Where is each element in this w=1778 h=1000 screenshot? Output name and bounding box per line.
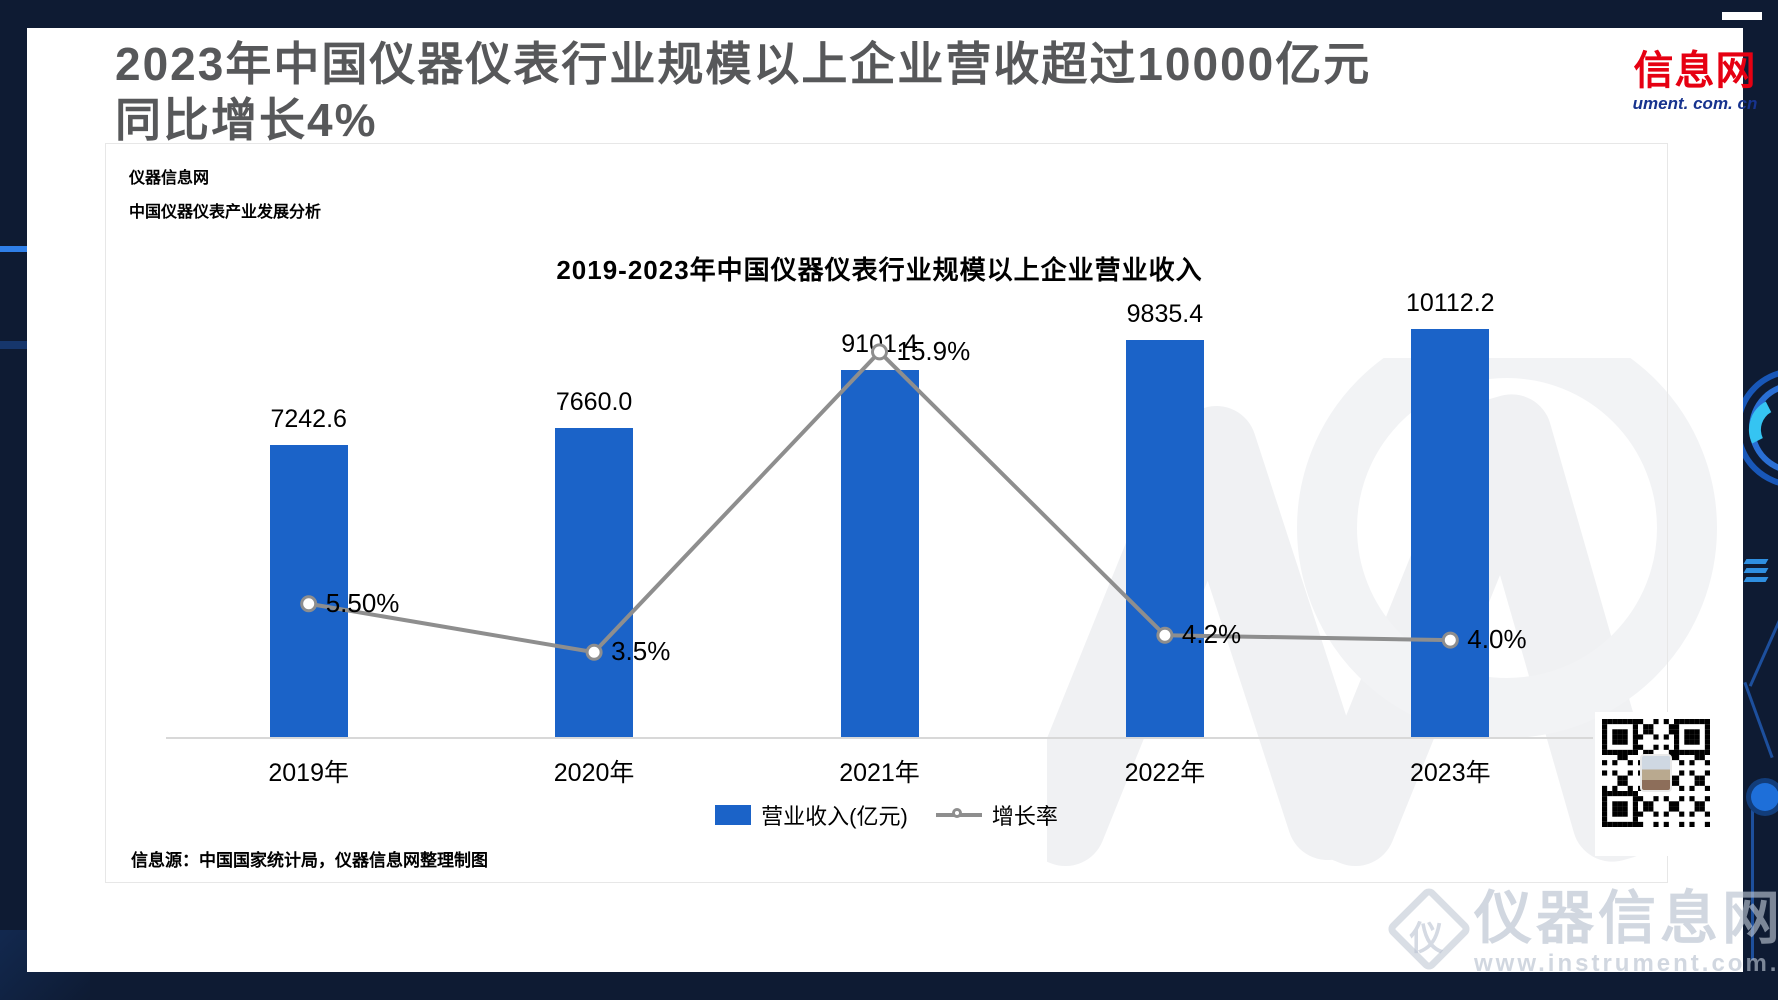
x-tick-label: 2020年 <box>553 759 635 787</box>
legend-item-growth: 增长率 <box>935 799 1058 831</box>
site-logo-domain: ument. com. cn <box>1632 94 1758 113</box>
bar-value-label: 10112.2 <box>1406 289 1495 317</box>
bar-2019年 <box>269 445 348 737</box>
chart-legend: 营业收入(亿元) 增长率 <box>106 799 1667 831</box>
network-line2-icon <box>1743 681 1774 759</box>
network-line-icon <box>1748 603 1778 687</box>
watermark-footer: 仪 仪器信息网 www.instrument.com.cn <box>1385 885 1778 978</box>
legend-bar-swatch-icon <box>715 805 752 825</box>
legend-label-growth: 增长率 <box>991 804 1058 829</box>
qr-code <box>1595 712 1717 856</box>
x-tick-label: 2022年 <box>1124 759 1206 787</box>
content-panel: 2023年中国仪器仪表行业规模以上企业营收超过10000亿元 同比增长4% 信息… <box>27 28 1757 972</box>
bar-value-label: 7660.0 <box>555 388 633 416</box>
bar-2021年 <box>840 370 919 737</box>
page-title-line2: 同比增长4% <box>115 94 378 147</box>
qr-center-photo <box>1640 754 1672 792</box>
network-node-icon <box>1751 783 1778 811</box>
growth-rate-label: 5.50% <box>325 587 400 618</box>
x-tick-label: 2019年 <box>268 759 349 787</box>
brand-line1: 仪器信息网 <box>129 170 210 187</box>
chart-card: 仪器信息网 中国仪器仪表产业发展分析 2019-2023年中国仪器仪表行业规模以… <box>105 143 1668 883</box>
page-title: 2023年中国仪器仪表行业规模以上企业营收超过10000亿元 同比增长4% <box>115 36 1575 148</box>
x-tick-label: 2023年 <box>1409 759 1491 787</box>
chart-title: 2019-2023年中国仪器仪表行业规模以上企业营业收入 <box>556 255 1203 285</box>
growth-rate-label: 3.5% <box>611 636 671 667</box>
page-title-line1: 2023年中国仪器仪表行业规模以上企业营收超过10000亿元 <box>115 38 1372 90</box>
watermark-brand-text: 仪器信息网 <box>1474 886 1778 951</box>
growth-rate-label: 15.9% <box>896 335 971 366</box>
watermark-logo-icon: 仪 <box>1385 885 1473 973</box>
bar-2022年 <box>1125 340 1204 737</box>
bar-2023年 <box>1411 329 1490 737</box>
bar-2020年 <box>555 428 634 737</box>
right-tech-border <box>1743 0 1778 1000</box>
top-right-dash-icon <box>1722 12 1762 20</box>
legend-item-revenue: 营业收入(亿元) <box>715 799 908 831</box>
x-tick-label: 2021年 <box>839 759 920 787</box>
bar-value-label: 7242.6 <box>270 405 347 433</box>
growth-rate-label: 4.2% <box>1181 619 1242 650</box>
growth-line <box>300 343 1459 661</box>
site-logo: 信息网 ument. com. cn <box>1618 50 1772 114</box>
brand-line2: 中国仪器仪表产业发展分析 <box>129 204 322 221</box>
left-accent-line2-icon <box>0 341 27 349</box>
legend-line-swatch-icon <box>935 805 982 825</box>
x-axis-line <box>166 737 1593 739</box>
watermark-url-text: www.instrument.com.cn <box>1474 950 1778 977</box>
bar-value-label: 9835.4 <box>1126 300 1204 328</box>
watermark-glyph: 仪 <box>1409 920 1444 959</box>
site-logo-text: 信息网 <box>1633 49 1757 93</box>
legend-label-revenue: 营业收入(亿元) <box>761 804 908 829</box>
left-accent-line-icon <box>0 246 27 252</box>
source-note: 信息源：中国国家统计局，仪器信息网整理制图 <box>131 851 488 870</box>
tick-bars-icon <box>1743 555 1769 586</box>
network-line3-icon <box>1751 810 1754 960</box>
growth-rate-label: 4.0% <box>1467 624 1527 655</box>
